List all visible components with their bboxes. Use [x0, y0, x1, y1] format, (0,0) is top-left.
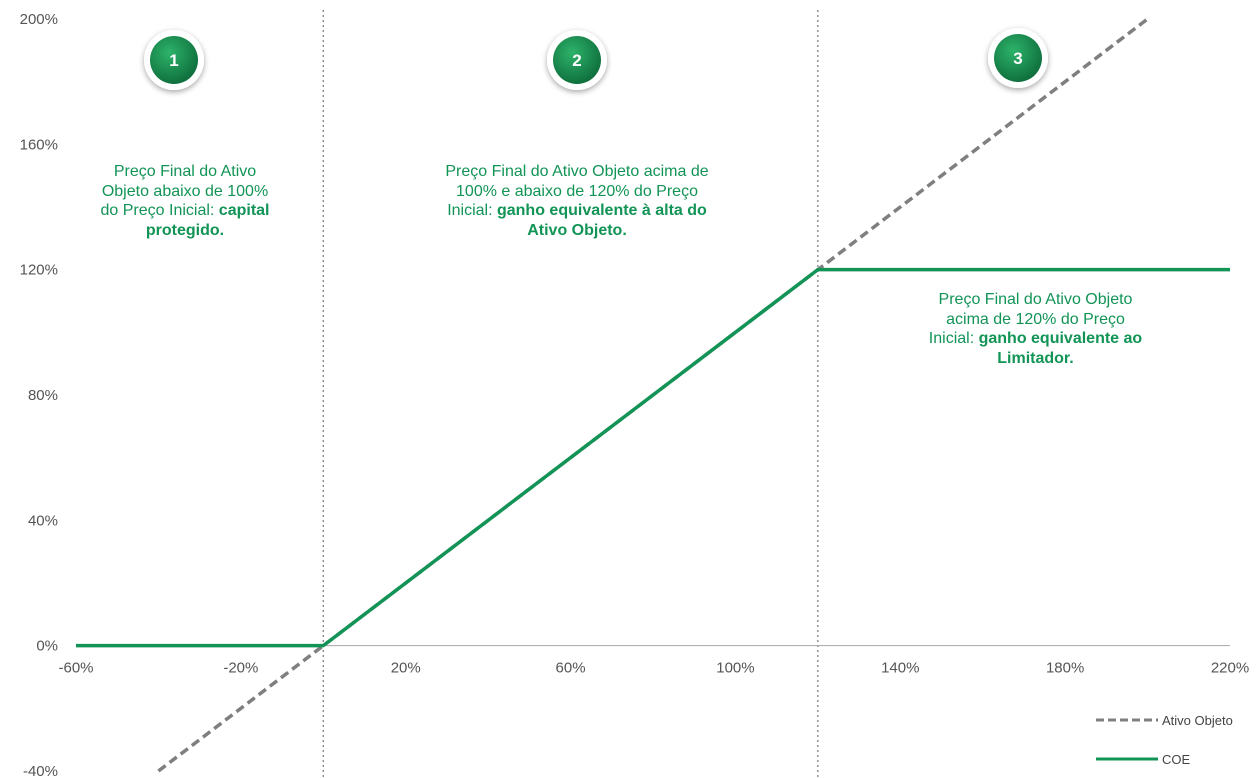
region-1-badge: 1	[144, 30, 204, 90]
badge-number: 2	[572, 51, 581, 70]
badge-circle	[553, 36, 601, 84]
y-tick-label: 80%	[28, 387, 58, 404]
y-tick-label: -40%	[23, 763, 58, 778]
region-2-text: Preço Final do Ativo Objeto acima de 100…	[445, 163, 709, 219]
region-3-description: Preço Final do Ativo Objeto acima de 120…	[928, 290, 1143, 368]
region-3-text: Preço Final do Ativo Objeto acima de 120…	[928, 291, 1133, 347]
x-tick-label: -20%	[223, 660, 258, 677]
y-tick-label: 40%	[28, 512, 58, 529]
x-tick-label: 180%	[1046, 660, 1084, 677]
legend-label: Ativo Objeto	[1162, 713, 1233, 728]
legend-item-1: Ativo Objeto	[1096, 713, 1233, 728]
region-1-description: Preço Final do Ativo Objeto abaixo de 10…	[95, 162, 275, 240]
legend-label: COE	[1162, 752, 1191, 767]
badge-number: 3	[1013, 49, 1022, 68]
legend-item-2: COE	[1096, 752, 1191, 767]
region-2-badge: 2	[547, 30, 607, 90]
region-3-badge: 3	[988, 28, 1048, 88]
y-tick-label: 160%	[20, 136, 58, 153]
series-line-coe	[76, 267, 1230, 648]
region-3-bold-text: ganho equivalente ao Limitador.	[978, 330, 1143, 367]
badge-circle	[994, 34, 1042, 82]
x-tick-label: 220%	[1211, 660, 1249, 677]
y-tick-label: 120%	[20, 262, 58, 279]
y-tick-label: 0%	[36, 638, 58, 655]
x-tick-label: 20%	[391, 660, 421, 677]
x-tick-label: 140%	[881, 660, 919, 677]
x-tick-label: 60%	[556, 660, 586, 677]
y-tick-label: 200%	[20, 11, 58, 28]
region-1-text: Preço Final do Ativo Objeto abaixo de 10…	[100, 163, 269, 219]
region-2-description: Preço Final do Ativo Objeto acima de 100…	[432, 162, 722, 240]
x-tick-label: -60%	[58, 660, 93, 677]
badge-number: 1	[169, 51, 178, 70]
region-2-bold-text: ganho equivalente à alta do Ativo Objeto…	[496, 202, 707, 239]
badge-circle	[150, 36, 198, 84]
region-1-bold-text: capital protegido.	[145, 202, 270, 239]
x-tick-label: 100%	[716, 660, 754, 677]
